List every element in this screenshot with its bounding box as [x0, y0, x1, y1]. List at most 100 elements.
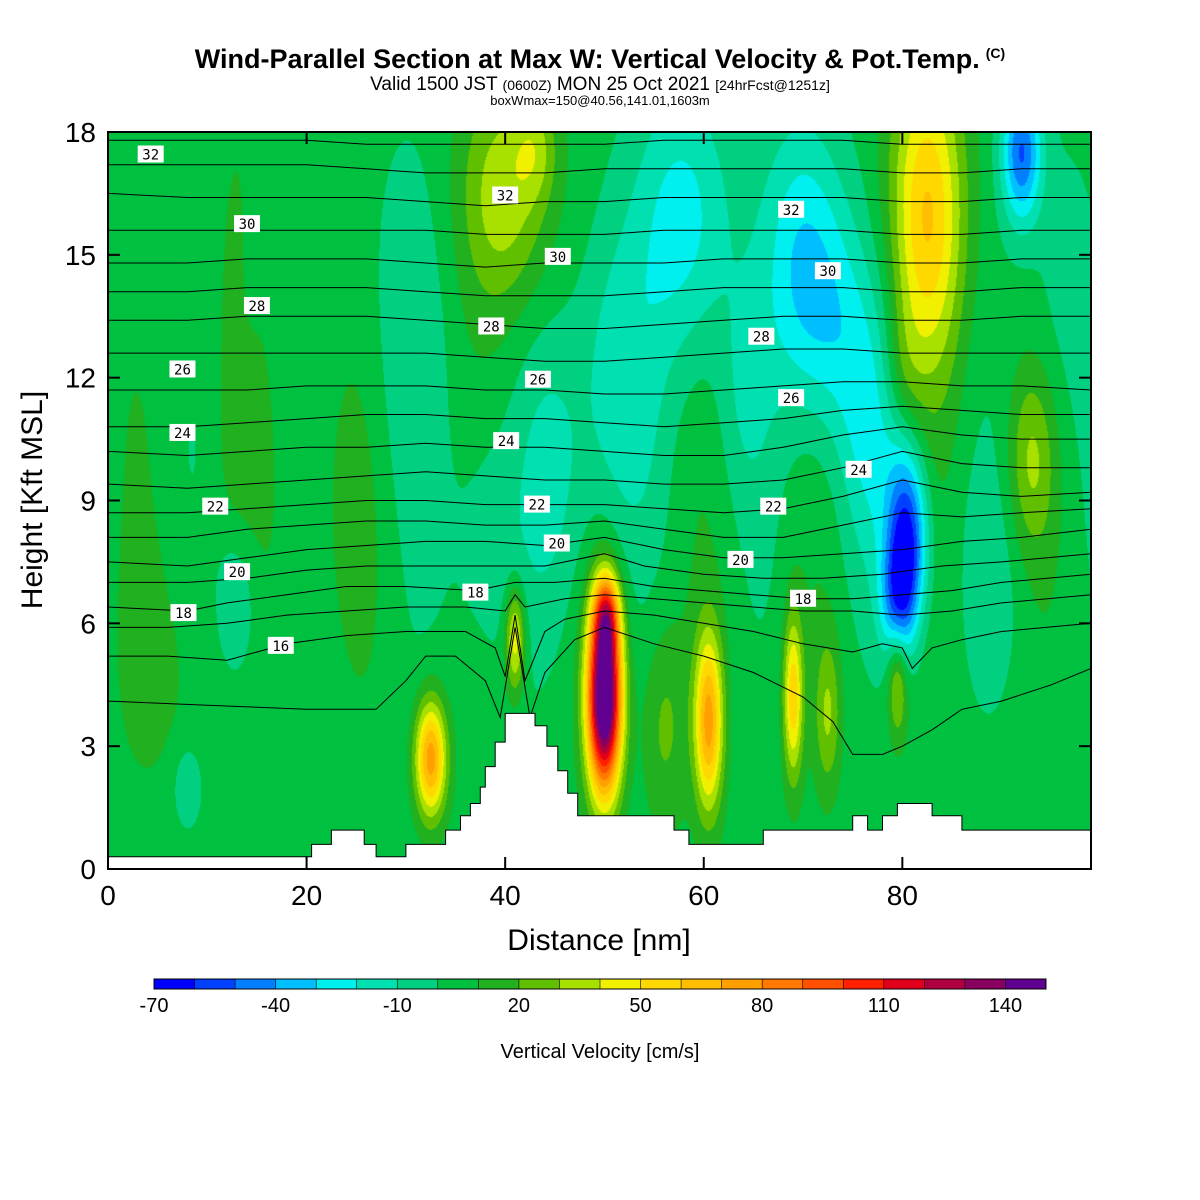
contour-label: 24	[493, 432, 520, 450]
colorbar-swatch	[316, 979, 358, 989]
contour-label-box	[814, 262, 841, 280]
contour-label-box	[523, 495, 550, 513]
theta-contour-31	[108, 229, 1091, 235]
contour-label-box	[137, 145, 164, 163]
contour-label: 20	[543, 534, 570, 552]
contour-label-text: 24	[498, 434, 515, 450]
contour-label-text: 18	[795, 592, 812, 608]
colorbar-swatch	[397, 979, 439, 989]
theta-contour-25	[108, 405, 1091, 428]
valid-time: Valid 1500 JST	[370, 74, 498, 95]
theta-contour-30	[108, 258, 1091, 268]
colorbar-swatch	[640, 979, 682, 989]
theta-contour-32	[108, 192, 1091, 207]
colorbar-swatch	[762, 979, 804, 989]
theta-contour-34	[108, 139, 1091, 145]
contour-label-box	[543, 534, 570, 552]
theta-contour-23	[108, 450, 1091, 489]
contour-label-text: 28	[249, 299, 266, 315]
theta-contour-21	[108, 508, 1091, 538]
theta-contour-15	[108, 626, 1091, 755]
y-tick-label: 3	[80, 731, 96, 762]
colorbar: -70 -40 -10 20 50 80 110 140	[140, 978, 1047, 1017]
contour-label: 20	[224, 563, 251, 581]
contour-label: 26	[169, 360, 196, 378]
contour-label: 22	[760, 497, 787, 516]
contour-label-text: 22	[207, 500, 224, 516]
contour-label-box	[224, 563, 251, 581]
colorbar-swatch	[1005, 979, 1047, 989]
contour-label-box	[748, 327, 775, 345]
contour-label-box	[492, 186, 519, 204]
x-tick-label: 80	[887, 880, 918, 911]
theta-contour-16	[108, 610, 1091, 683]
theta-contour-27	[108, 348, 1091, 362]
contour-label-box	[760, 497, 787, 515]
contour-label-box	[170, 604, 197, 622]
y-tick-label: 18	[65, 117, 96, 148]
contour-label-text: 18	[175, 606, 192, 622]
colorbar-swatch	[600, 979, 642, 989]
contour-label: 30	[814, 262, 841, 280]
x-tick-label: 0	[100, 880, 116, 911]
colorbar-swatch	[275, 979, 317, 989]
contour-label: 18	[790, 589, 817, 608]
theta-contour-17	[108, 593, 1091, 628]
colorbar-swatch	[924, 979, 966, 989]
contour-label: 30	[234, 215, 261, 233]
colorbar-tick-label: 20	[508, 995, 530, 1017]
contour-label: 26	[524, 370, 551, 389]
terrain	[108, 712, 1091, 869]
terrain-profile	[108, 712, 1091, 869]
box-info: boxWmax=150@40.56,141.01,1603m	[490, 93, 710, 108]
contour-label: 18	[462, 583, 489, 602]
contour-label-text: 30	[549, 250, 566, 266]
theta-contour-19	[108, 553, 1091, 583]
colorbar-swatch	[559, 979, 601, 989]
colorbar-swatch	[518, 979, 560, 989]
contour-label: 28	[478, 317, 505, 335]
axes: 0 20 40 60 80 0 3 6 9 12 15 18	[65, 117, 1091, 911]
contour-label-text: 30	[239, 217, 256, 233]
contour-label: 22	[523, 495, 550, 514]
vertical-velocity-field	[108, 132, 1091, 869]
contour-label-text: 26	[783, 391, 800, 407]
colorbar-swatch	[235, 979, 277, 989]
colorbar-swatch	[437, 979, 479, 989]
y-tick-label: 15	[65, 240, 96, 271]
contour-label-text: 28	[483, 319, 500, 335]
contour-label-box	[727, 550, 754, 568]
chart-title: Wind-Parallel Section at Max W: Vertical…	[0, 44, 1200, 75]
theta-contour-24	[108, 426, 1091, 457]
y-tick-label: 9	[80, 486, 96, 517]
contour-label-box	[462, 583, 489, 601]
colorbar-tick-label: 140	[989, 995, 1022, 1017]
contour-label-box	[234, 215, 261, 233]
x-tick-label: 40	[490, 880, 521, 911]
y-tick-label: 6	[80, 608, 96, 639]
colorbar-swatch	[154, 979, 196, 989]
contour-label: 18	[170, 604, 197, 622]
theta-contour-20	[108, 528, 1091, 567]
contour-label-box	[790, 589, 817, 607]
theta-contour-28	[108, 315, 1091, 329]
contour-label: 22	[202, 497, 229, 516]
colorbar-swatch	[964, 979, 1006, 989]
contour-label-box	[202, 497, 229, 515]
colorbar-tick-label: -10	[383, 995, 412, 1017]
y-axis-label: Height [Kft MSL]	[16, 391, 49, 609]
contour-label: 30	[544, 247, 571, 266]
contour-label: 24	[169, 423, 196, 442]
y-tick-label: 12	[65, 363, 96, 394]
contour-label-box	[243, 297, 270, 315]
contour-label-text: 30	[819, 264, 836, 280]
contour-label-text: 32	[783, 203, 800, 219]
theta-contour-29	[108, 287, 1091, 297]
colorbar-tick-label: -70	[140, 995, 169, 1017]
contour-label-text: 28	[753, 330, 770, 346]
theta-contour-18	[108, 573, 1091, 612]
chart-subtitle: Valid 1500 JST (0600Z) MON 25 Oct 2021 […	[0, 74, 1200, 96]
copyright-mark: (C)	[985, 45, 1006, 61]
contour-label: 24	[845, 460, 872, 479]
x-tick-label: 60	[688, 880, 719, 911]
